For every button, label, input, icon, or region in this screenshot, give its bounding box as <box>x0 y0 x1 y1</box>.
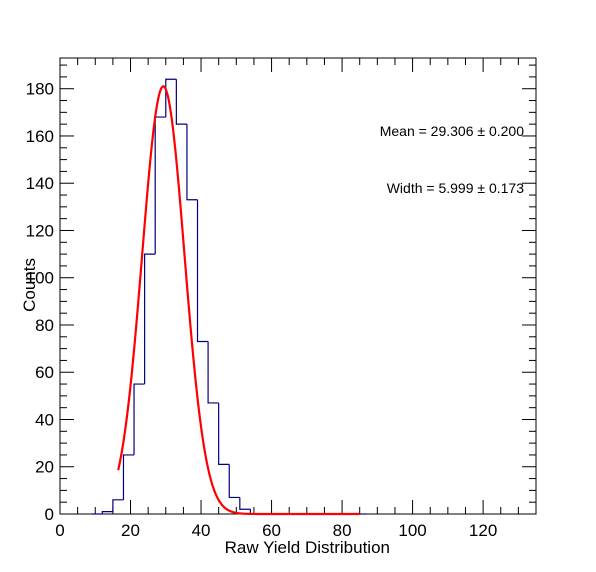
histogram-bin <box>133 383 145 455</box>
y-tick-label: 60 <box>35 363 54 382</box>
histogram-bin <box>154 116 166 255</box>
annotation-width: Width = 5.999 ± 0.173 <box>387 180 524 196</box>
histogram-bin <box>165 78 177 118</box>
histogram-bin <box>101 511 113 514</box>
histogram-series <box>91 78 367 515</box>
y-tick-label: 180 <box>26 80 54 99</box>
x-tick-label: 20 <box>121 521 140 540</box>
x-tick-label: 80 <box>333 521 352 540</box>
y-tick-label: 160 <box>26 127 54 146</box>
y-axis-ticks: 0 20 40 60 80 100 120 140 160 180 <box>26 64 536 524</box>
histogram-bin <box>196 199 209 343</box>
y-tick-label: 20 <box>35 458 54 477</box>
y-tick-label: 80 <box>35 316 54 335</box>
y-tick-label: 40 <box>35 410 54 429</box>
histogram-bin <box>239 497 251 510</box>
histogram-bin <box>112 499 124 512</box>
histogram-bin <box>228 464 240 499</box>
x-tick-label: 0 <box>55 521 64 540</box>
histogram-bin <box>122 454 135 500</box>
x-tick-label: 100 <box>398 521 426 540</box>
histogram-bin <box>207 341 219 404</box>
x-axis-ticks: 0 20 40 60 80 100 120 <box>55 58 537 540</box>
x-tick-label: 40 <box>192 521 211 540</box>
y-tick-label: 120 <box>26 221 54 240</box>
y-axis-title: Counts <box>20 258 39 312</box>
gaussian-fit-line <box>117 85 360 516</box>
fit-curve-series <box>117 85 360 516</box>
y-tick-label: 0 <box>45 505 54 524</box>
y-tick-label: 140 <box>26 174 54 193</box>
histogram-bin <box>175 79 187 125</box>
histogram-bin <box>186 124 198 201</box>
x-tick-label: 120 <box>469 521 497 540</box>
x-tick-label: 60 <box>262 521 281 540</box>
annotation-mean: Mean = 29.306 ± 0.200 <box>380 123 525 139</box>
x-axis-title: Raw Yield Distribution <box>225 538 390 557</box>
histogram-bin <box>144 253 156 385</box>
y-tick-label: 100 <box>26 269 54 288</box>
histogram-bin <box>218 402 230 465</box>
